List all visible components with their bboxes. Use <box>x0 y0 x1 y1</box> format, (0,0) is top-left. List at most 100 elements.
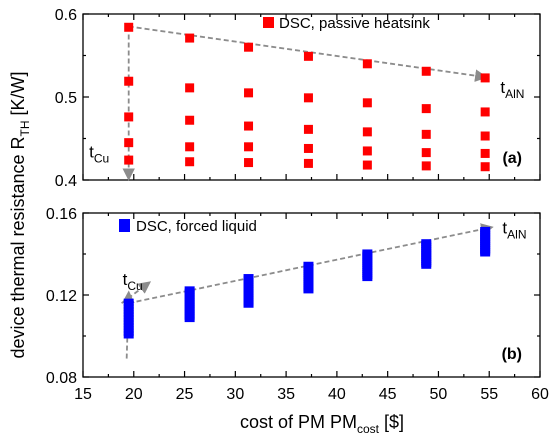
panel-b-markers <box>123 226 491 339</box>
data-point <box>303 93 313 103</box>
x-tick-label: 15 <box>74 386 92 403</box>
panel-a-arrows <box>122 25 488 181</box>
data-point <box>184 286 195 292</box>
data-point <box>123 298 134 304</box>
y-axis-title: device thermal resistance RTH [K/W] <box>8 71 32 358</box>
panel-a-annotations: tAlN tCu <box>89 78 524 166</box>
y-tick-label: 0.4 <box>55 173 77 190</box>
x-tick-label: 60 <box>531 386 549 403</box>
thickness-annotation: tAlN <box>500 78 524 101</box>
panel-b: 0.08 0.12 0.16 15 20 25 30 35 40 45 50 55 60 DSC, f… <box>46 206 549 403</box>
data-point <box>123 328 134 334</box>
data-point <box>124 112 134 122</box>
data-point <box>480 226 491 232</box>
data-point <box>124 76 134 86</box>
x-tick-label: 35 <box>277 386 295 403</box>
x-tick-label: 20 <box>125 386 143 403</box>
thickness-annotation: tAlN <box>502 219 526 242</box>
data-point <box>123 312 134 318</box>
data-point <box>480 73 490 83</box>
data-point <box>303 124 313 134</box>
data-point <box>123 333 134 339</box>
data-point <box>185 33 195 43</box>
data-point <box>123 317 134 323</box>
legend-label-forced-liquid: DSC, forced liquid <box>136 218 257 235</box>
data-point <box>303 158 313 168</box>
panel-a-x-ticks <box>82 14 541 180</box>
data-point <box>185 142 195 152</box>
data-point <box>123 320 134 326</box>
data-point <box>123 322 134 328</box>
trend-arrow <box>128 25 488 82</box>
data-point <box>480 107 490 117</box>
y-tick-label: 0.12 <box>46 288 77 305</box>
data-point <box>362 59 372 69</box>
panel-a-legend: DSC, passive heatsink <box>263 15 430 32</box>
data-point <box>124 22 134 32</box>
data-point <box>480 162 490 172</box>
data-point <box>123 325 134 331</box>
x-tick-label: 25 <box>176 386 194 403</box>
legend-label-passive-heatsink: DSC, passive heatsink <box>279 15 430 32</box>
data-point <box>123 330 134 336</box>
x-tick-label: 45 <box>379 386 397 403</box>
data-point <box>480 131 490 141</box>
data-point <box>480 148 490 158</box>
data-point <box>421 66 431 76</box>
panel-b-tag: (b) <box>502 346 522 363</box>
thickness-annotation: tCu <box>89 143 109 166</box>
x-axis-title: cost of PM PMcost [$] <box>240 412 404 436</box>
panel-b-annotations: tAlN tCu <box>123 219 527 293</box>
data-point <box>244 42 254 52</box>
data-point <box>123 309 134 315</box>
data-point <box>421 104 431 114</box>
y-tick-label: 0.6 <box>55 7 77 24</box>
data-point <box>362 160 372 170</box>
data-point <box>362 146 372 156</box>
data-point <box>123 304 134 310</box>
data-point <box>185 83 195 93</box>
data-point <box>185 115 195 125</box>
data-point <box>123 314 134 320</box>
data-point <box>243 274 254 280</box>
panel-a-tag: (a) <box>502 150 522 167</box>
data-point <box>421 129 431 139</box>
data-point <box>185 157 195 167</box>
panel-b-x-ticks: 15 20 25 30 35 40 45 50 55 60 <box>74 213 549 403</box>
data-point <box>123 306 134 312</box>
data-point <box>244 158 254 168</box>
x-tick-label: 55 <box>480 386 498 403</box>
data-point <box>303 51 313 61</box>
data-point <box>124 155 134 165</box>
data-point <box>362 249 373 255</box>
data-point <box>362 127 372 137</box>
x-tick-label: 40 <box>328 386 346 403</box>
y-tick-label: 0.5 <box>55 90 77 107</box>
data-point <box>244 142 254 152</box>
x-tick-label: 30 <box>226 386 244 403</box>
panel-b-legend: DSC, forced liquid <box>119 218 257 235</box>
data-point <box>362 98 372 108</box>
legend-swatch-passive-heatsink <box>263 17 274 28</box>
thickness-annotation: tCu <box>123 270 143 293</box>
panel-a: 0.4 0.5 0.6 DSC, passive heatsink (a) tAlN… <box>55 7 541 190</box>
data-point <box>123 301 134 307</box>
data-point <box>421 148 431 158</box>
data-point <box>421 239 432 245</box>
panel-a-markers <box>124 22 490 172</box>
data-point <box>303 143 313 153</box>
y-tick-label: 0.16 <box>46 206 77 223</box>
data-point <box>303 261 314 267</box>
x-tick-label: 50 <box>430 386 448 403</box>
y-tick-label: 0.08 <box>46 370 77 387</box>
data-point <box>244 88 254 98</box>
legend-swatch-forced-liquid <box>119 219 130 232</box>
panel-b-frame <box>82 212 541 378</box>
panel-b-y-ticks: 0.08 0.12 0.16 <box>46 206 540 387</box>
data-point <box>124 138 134 148</box>
data-point <box>421 161 431 171</box>
trend-arrow <box>121 281 152 304</box>
data-point <box>244 121 254 131</box>
panel-a-y-ticks: 0.4 0.5 0.6 <box>55 7 540 190</box>
